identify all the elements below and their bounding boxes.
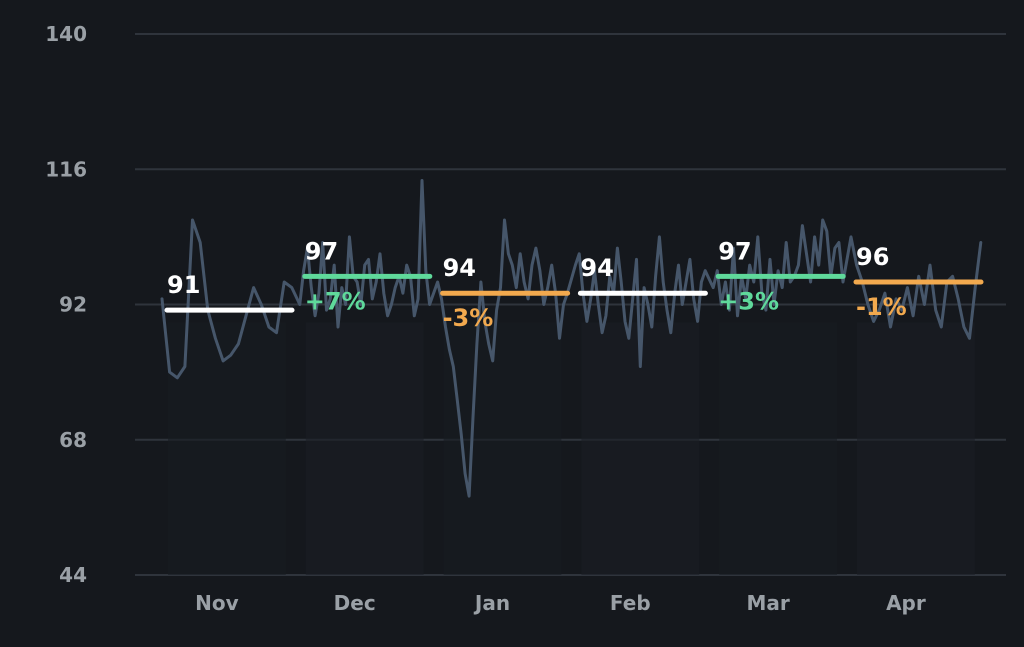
y-tick-label-140: 140 <box>45 22 87 46</box>
month-band-dec <box>305 322 424 575</box>
month-band-nov <box>168 322 286 575</box>
average-label-jan: 94 <box>443 254 476 282</box>
y-tick-label-68: 68 <box>59 428 87 452</box>
average-label-nov: 91 <box>167 271 200 299</box>
x-tick-label-mar: Mar <box>746 591 789 615</box>
x-tick-label-nov: Nov <box>195 591 239 615</box>
x-tick-label-jan: Jan <box>473 591 510 615</box>
y-tick-label-116: 116 <box>45 157 87 181</box>
x-tick-label-dec: Dec <box>334 591 376 615</box>
average-label-dec: 97 <box>305 237 338 265</box>
x-axis-ticks: Nov Dec Jan Feb Mar Apr <box>195 591 926 615</box>
change-label-mar: +3% <box>718 287 779 315</box>
month-band-apr <box>857 322 975 575</box>
change-label-apr: -1% <box>856 293 907 321</box>
y-tick-label-92: 92 <box>59 293 87 317</box>
change-label-jan: -3% <box>443 304 494 332</box>
x-tick-label-feb: Feb <box>610 591 651 615</box>
y-tick-label-44: 44 <box>59 563 87 587</box>
x-tick-label-apr: Apr <box>886 591 926 615</box>
average-label-apr: 96 <box>856 243 889 271</box>
change-label-dec: +7% <box>305 287 366 315</box>
average-label-mar: 97 <box>718 237 751 265</box>
average-label-feb: 94 <box>580 254 613 282</box>
month-averages: 91 97 +7% 94 -3% 94 97 +3% 96 -1% <box>164 237 984 332</box>
month-bands <box>168 322 975 575</box>
month-band-mar <box>719 322 837 575</box>
